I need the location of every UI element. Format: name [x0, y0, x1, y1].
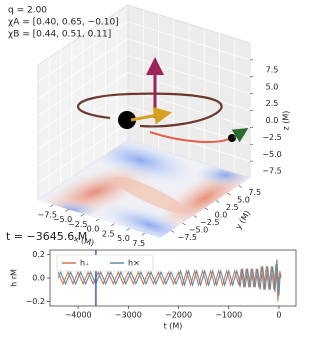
figure: −7.5−5.0−2.50.02.55.07.5−7.5−5.0−2.50.02…	[6, 4, 297, 331]
y-tick-label: 2.5	[226, 203, 239, 212]
x-tick-label: −7.5	[38, 210, 57, 219]
waveform-axes: 0.2 0.0 −0.2 −4000 −3000 −2000 −1000 0 t (M) h rM…	[10, 249, 297, 331]
z-tick-label: −5.0	[262, 150, 281, 159]
x-tick-label: 0.0	[87, 225, 100, 234]
x-tick-label: −4000	[65, 311, 92, 320]
annotation: q = 2.00	[8, 6, 47, 16]
z-tick-label: 5.0	[266, 82, 279, 91]
x-tick	[50, 204, 54, 207]
x-tick	[111, 223, 115, 226]
y-tick-label: 0.0	[215, 211, 228, 220]
grid-line	[127, 38, 251, 78]
z-tick-label: −2.5	[262, 133, 281, 142]
x-tick	[141, 233, 145, 236]
z-tick-label: 2.5	[266, 99, 279, 108]
time-label: t = −3645.6 M	[6, 230, 87, 243]
x-tick-label: −1000	[215, 311, 242, 320]
grid-line	[37, 38, 129, 100]
annotation: χB = [0.44, 0.51, 0.11]	[8, 30, 111, 40]
legend-label: h×	[128, 259, 140, 268]
x-tick-label: −2000	[165, 311, 192, 320]
x-tick	[95, 218, 100, 222]
y-tick-label: −7.5	[178, 233, 197, 242]
z-tick-label: 7.5	[266, 65, 279, 74]
grid-line	[127, 72, 251, 111]
y-tick-label: 7.5	[248, 188, 261, 197]
y-tick	[193, 215, 197, 218]
orbits	[76, 57, 249, 144]
grid-line	[37, 21, 129, 83]
y-tick	[227, 192, 231, 196]
legend	[56, 254, 154, 272]
x-tick	[65, 209, 69, 212]
grid-line	[37, 55, 129, 116]
y-tick	[238, 185, 242, 188]
legend-label: h₊	[80, 259, 89, 268]
z-tick-label: −7.5	[262, 167, 281, 176]
y-tick	[216, 200, 220, 203]
x-tick	[126, 228, 130, 231]
y-tick-label: 0.2	[32, 250, 45, 259]
series-line	[57, 259, 282, 296]
y-tick	[171, 230, 175, 233]
y-tick-label: −0.2	[26, 297, 45, 306]
z-tick-label: 0.0	[266, 116, 279, 125]
y-tick-label: −2.5	[200, 218, 219, 227]
x-axis-label: t (M)	[164, 322, 183, 331]
z-axis-label: z (M)	[282, 111, 291, 131]
x-tick-label: −5.0	[53, 215, 72, 224]
y-tick-label: −5.0	[189, 226, 208, 235]
x-tick-label: 0	[276, 311, 281, 320]
y-tick	[182, 222, 186, 226]
y-tick-label: 0.0	[32, 274, 45, 283]
grid-line	[127, 122, 251, 162]
grid-line	[37, 89, 129, 150]
x-tick-label: −2.5	[68, 220, 87, 229]
grid-line	[37, 105, 129, 167]
grid-line	[127, 21, 251, 61]
x-tick	[80, 214, 84, 217]
y-tick-label: 5.0	[237, 196, 250, 205]
y-tick	[204, 207, 209, 211]
x-tick-label: 5.0	[117, 234, 130, 243]
x-tick-label: 7.5	[132, 239, 145, 248]
annotation: χA = [0.40, 0.65, −0.10]	[8, 18, 119, 28]
y-axis-label: h rM	[10, 269, 19, 287]
y-axis-label: y (M)	[234, 209, 252, 231]
x-tick-label: −3000	[115, 311, 142, 320]
grid-line	[37, 122, 129, 184]
x-tick-label: 2.5	[102, 229, 115, 238]
grid-line	[127, 88, 251, 128]
